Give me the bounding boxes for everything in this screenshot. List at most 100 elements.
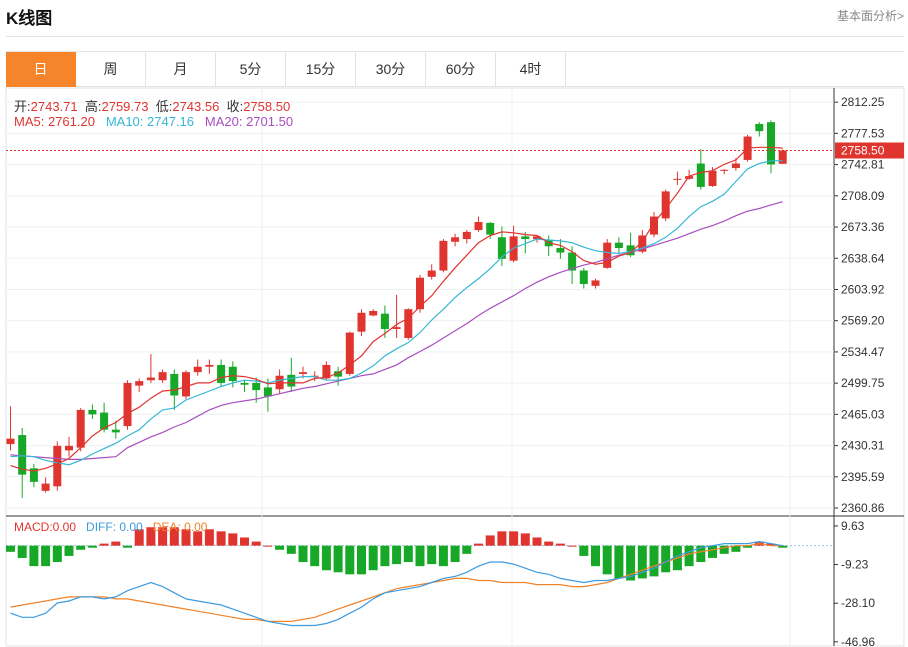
- candle-body: [263, 387, 272, 397]
- ma20-value: 2701.50: [246, 114, 294, 129]
- macd-bar: [415, 545, 425, 567]
- macd-info: MACD:0.00 DIFF: 0.00 DEA: 0.00: [14, 520, 207, 534]
- fundamental-analysis-link[interactable]: 基本面分析>: [836, 9, 904, 23]
- macd-bar: [649, 545, 659, 577]
- macd-tick-label: 9.63: [841, 519, 865, 533]
- candle-body: [111, 429, 120, 433]
- candle-body: [439, 240, 448, 271]
- macd-bar: [275, 545, 285, 550]
- candle-body: [614, 242, 623, 249]
- candle-body: [182, 372, 190, 397]
- macd-bar: [591, 545, 600, 567]
- candle-body: [357, 312, 366, 332]
- macd-bar: [743, 545, 753, 548]
- candle-body: [158, 372, 167, 381]
- tab-周[interactable]: 周: [76, 52, 146, 87]
- macd-bar: [696, 545, 706, 563]
- tab-日[interactable]: 日: [6, 52, 76, 87]
- macd-bar: [240, 537, 249, 546]
- macd-bar: [450, 545, 460, 563]
- macd-bar: [766, 543, 776, 546]
- last-price-tag: [835, 142, 904, 159]
- macd-bar: [169, 527, 179, 546]
- ma20-line: [10, 201, 783, 460]
- macd-bar: [731, 545, 741, 552]
- candle-body: [334, 371, 343, 377]
- macd-bar: [579, 545, 589, 556]
- ma20-label: MA20:: [204, 114, 243, 129]
- candle-body: [205, 364, 214, 367]
- candle-body: [603, 242, 612, 268]
- close-label: 收:: [226, 99, 244, 114]
- candle-body: [685, 176, 694, 179]
- candle-body: [427, 270, 436, 277]
- macd-bar: [380, 545, 390, 567]
- macd-bar: [87, 545, 97, 548]
- candle-body: [708, 170, 717, 187]
- diff-line: [10, 540, 783, 627]
- candle-body: [533, 236, 541, 240]
- candle-body: [170, 373, 179, 396]
- tab-30分[interactable]: 30分: [356, 52, 426, 87]
- macd-bar: [228, 533, 238, 546]
- ma5-text: MA5: 2761.20: [14, 114, 95, 129]
- candle-body: [146, 377, 155, 381]
- macd-bar: [368, 545, 378, 571]
- candle-body: [638, 235, 647, 252]
- macd-bar: [64, 545, 74, 556]
- macd-bar: [474, 543, 483, 546]
- candle-body: [661, 191, 670, 219]
- candle-body: [720, 169, 729, 171]
- candle-body: [416, 277, 424, 310]
- candle-body: [6, 438, 15, 445]
- candle-body: [462, 231, 471, 240]
- candle-body: [392, 327, 401, 329]
- period-tabs: 日周月 5分 15分 30分 60分 4时: [6, 51, 904, 87]
- price-tick-label: 2395.59: [841, 470, 885, 484]
- close-value: 2758.50: [243, 99, 291, 114]
- macd-bar: [684, 545, 694, 567]
- macd-bar: [123, 545, 132, 548]
- candle-body: [521, 236, 530, 240]
- price-tick-label: 2430.31: [841, 439, 885, 453]
- price-tick-label: 2742.81: [841, 158, 885, 172]
- macd-bar: [708, 545, 717, 558]
- tab-5分[interactable]: 5分: [216, 52, 286, 87]
- candle-body: [731, 163, 740, 169]
- tab-4时[interactable]: 4时: [496, 52, 566, 87]
- macd-bar: [6, 545, 15, 552]
- tab-60分[interactable]: 60分: [426, 52, 496, 87]
- ma5-label: MA5:: [14, 114, 45, 129]
- candle-body: [228, 366, 237, 382]
- open-value: 2743.71: [30, 99, 78, 114]
- candle-body: [217, 364, 226, 383]
- candle-body: [65, 445, 73, 451]
- candle-body: [568, 252, 577, 271]
- macd-text: MACD:0.00: [14, 520, 76, 534]
- candle-body: [650, 216, 658, 235]
- macd-bar: [438, 545, 448, 567]
- price-tick-label: 2465.03: [841, 407, 885, 421]
- macd-bar: [99, 543, 109, 546]
- tab-15分[interactable]: 15分: [286, 52, 356, 87]
- tab-月[interactable]: 月: [146, 52, 216, 87]
- divider: [6, 36, 904, 37]
- candle-body: [673, 178, 682, 180]
- macd-bar: [462, 545, 472, 554]
- macd-bar: [146, 527, 156, 546]
- dea-text: DEA: 0.00: [153, 520, 208, 534]
- macd-bar: [111, 541, 121, 546]
- macd-label: MACD:: [14, 520, 53, 534]
- macd-bar: [333, 545, 343, 573]
- macd-bar: [181, 529, 191, 546]
- candle-body: [100, 412, 109, 430]
- macd-bar: [614, 545, 624, 579]
- ma10-value: 2747.16: [147, 114, 195, 129]
- ohlc-info: 开:2743.71 高:2759.73 低:2743.56 收:2758.50: [14, 96, 290, 115]
- macd-bar: [719, 545, 729, 554]
- macd-bar: [544, 541, 554, 546]
- last-price-label: 2758.50: [841, 143, 885, 157]
- chart-frame: [5, 87, 905, 647]
- macd-bar: [403, 545, 413, 563]
